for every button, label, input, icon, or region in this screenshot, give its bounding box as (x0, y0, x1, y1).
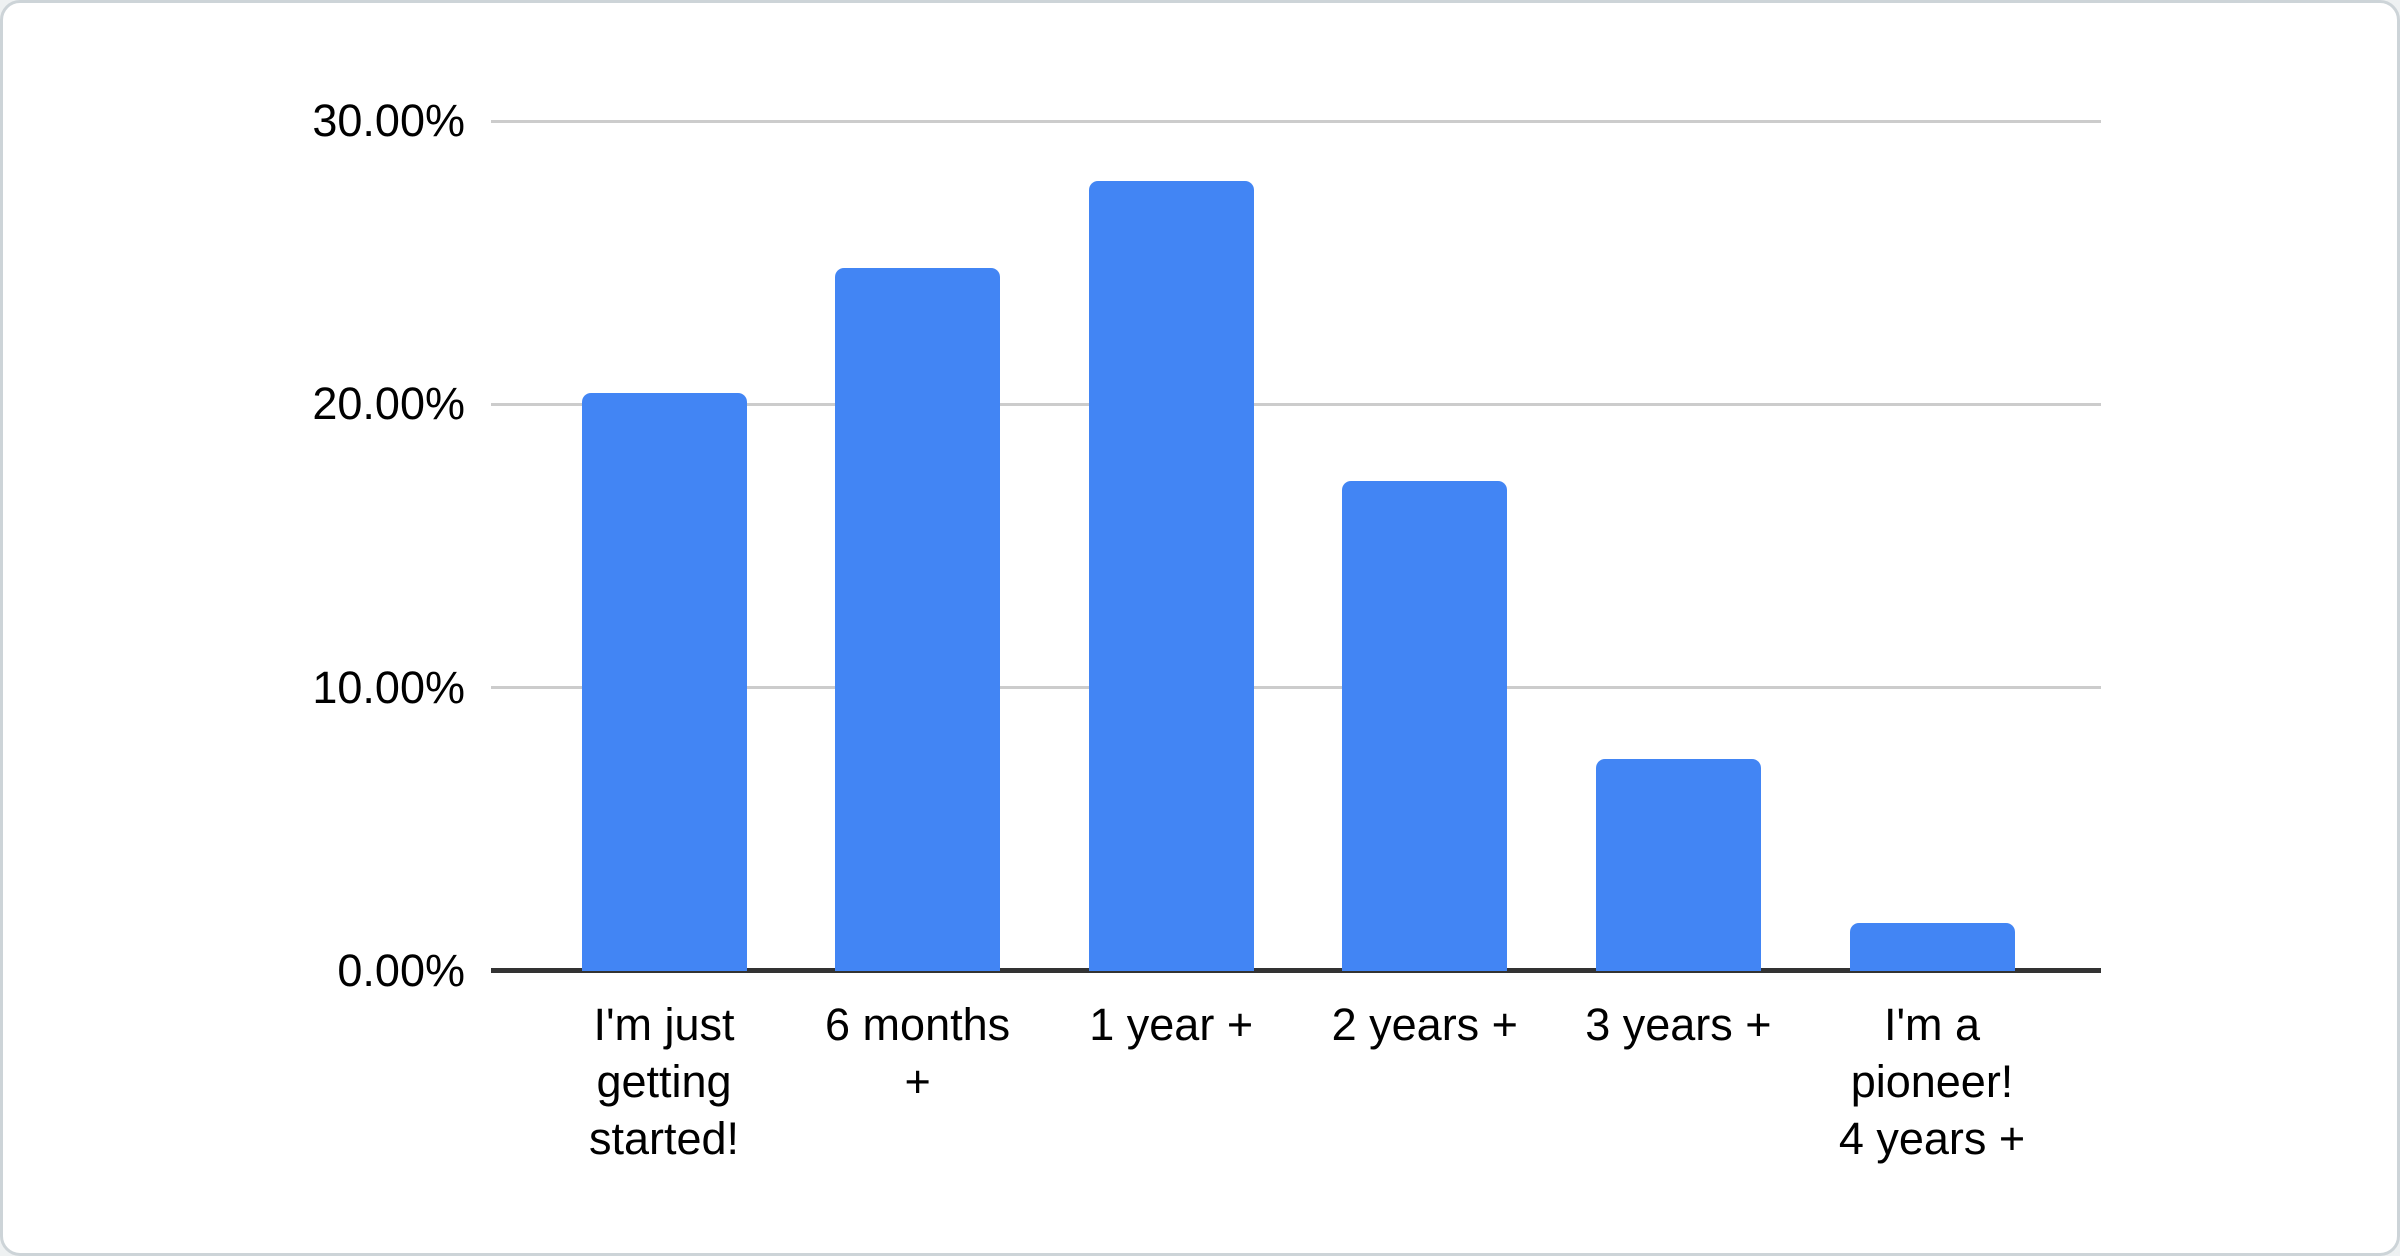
y-tick-label-0: 0.00% (337, 945, 465, 996)
x-tick-label-line: + (904, 1056, 931, 1107)
x-tick-label-line: pioneer! (1850, 1056, 2014, 1107)
x-tick-label-line: 4 years + (1838, 1113, 2026, 1164)
gridline-20 (491, 402, 2101, 406)
x-tick-label-6: I'm a pioneer! 4 years + (1762, 996, 2102, 1167)
x-tick-label-1: I'm just getting started! (494, 996, 834, 1167)
x-tick-label-line: 3 years + (1585, 999, 1772, 1050)
bar-1 (581, 393, 747, 971)
x-axis-baseline (491, 968, 2101, 973)
x-tick-label-line: 2 years + (1331, 999, 1518, 1050)
y-tick-label-30: 30.00% (312, 95, 465, 146)
x-tick-label-4: 2 years + (1255, 996, 1595, 1053)
x-tick-label-3: 1 year + (1001, 996, 1341, 1053)
bar-2 (835, 268, 1001, 971)
bar-3 (1088, 180, 1254, 971)
x-tick-label-2: 6 months + (748, 996, 1088, 1110)
gridline-30 (491, 119, 2101, 123)
x-tick-label-line: I'm a (1883, 999, 1981, 1050)
x-tick-label-5: 3 years + (1508, 996, 1848, 1053)
bar-6 (1849, 922, 2015, 971)
y-tick-label-10: 10.00% (312, 661, 465, 713)
x-tick-label-line: 6 months (825, 999, 1011, 1050)
y-tick-label-20: 20.00% (312, 378, 465, 430)
x-tick-label-line: started! (588, 1113, 740, 1164)
x-tick-label-line: I'm just (593, 999, 735, 1050)
gridline-10 (491, 686, 2101, 690)
bar-5 (1595, 758, 1761, 971)
plot-area (491, 119, 2101, 973)
x-tick-label-line: getting (596, 1056, 732, 1107)
x-tick-label-line: 1 year + (1089, 999, 1254, 1050)
bar-4 (1342, 480, 1508, 971)
